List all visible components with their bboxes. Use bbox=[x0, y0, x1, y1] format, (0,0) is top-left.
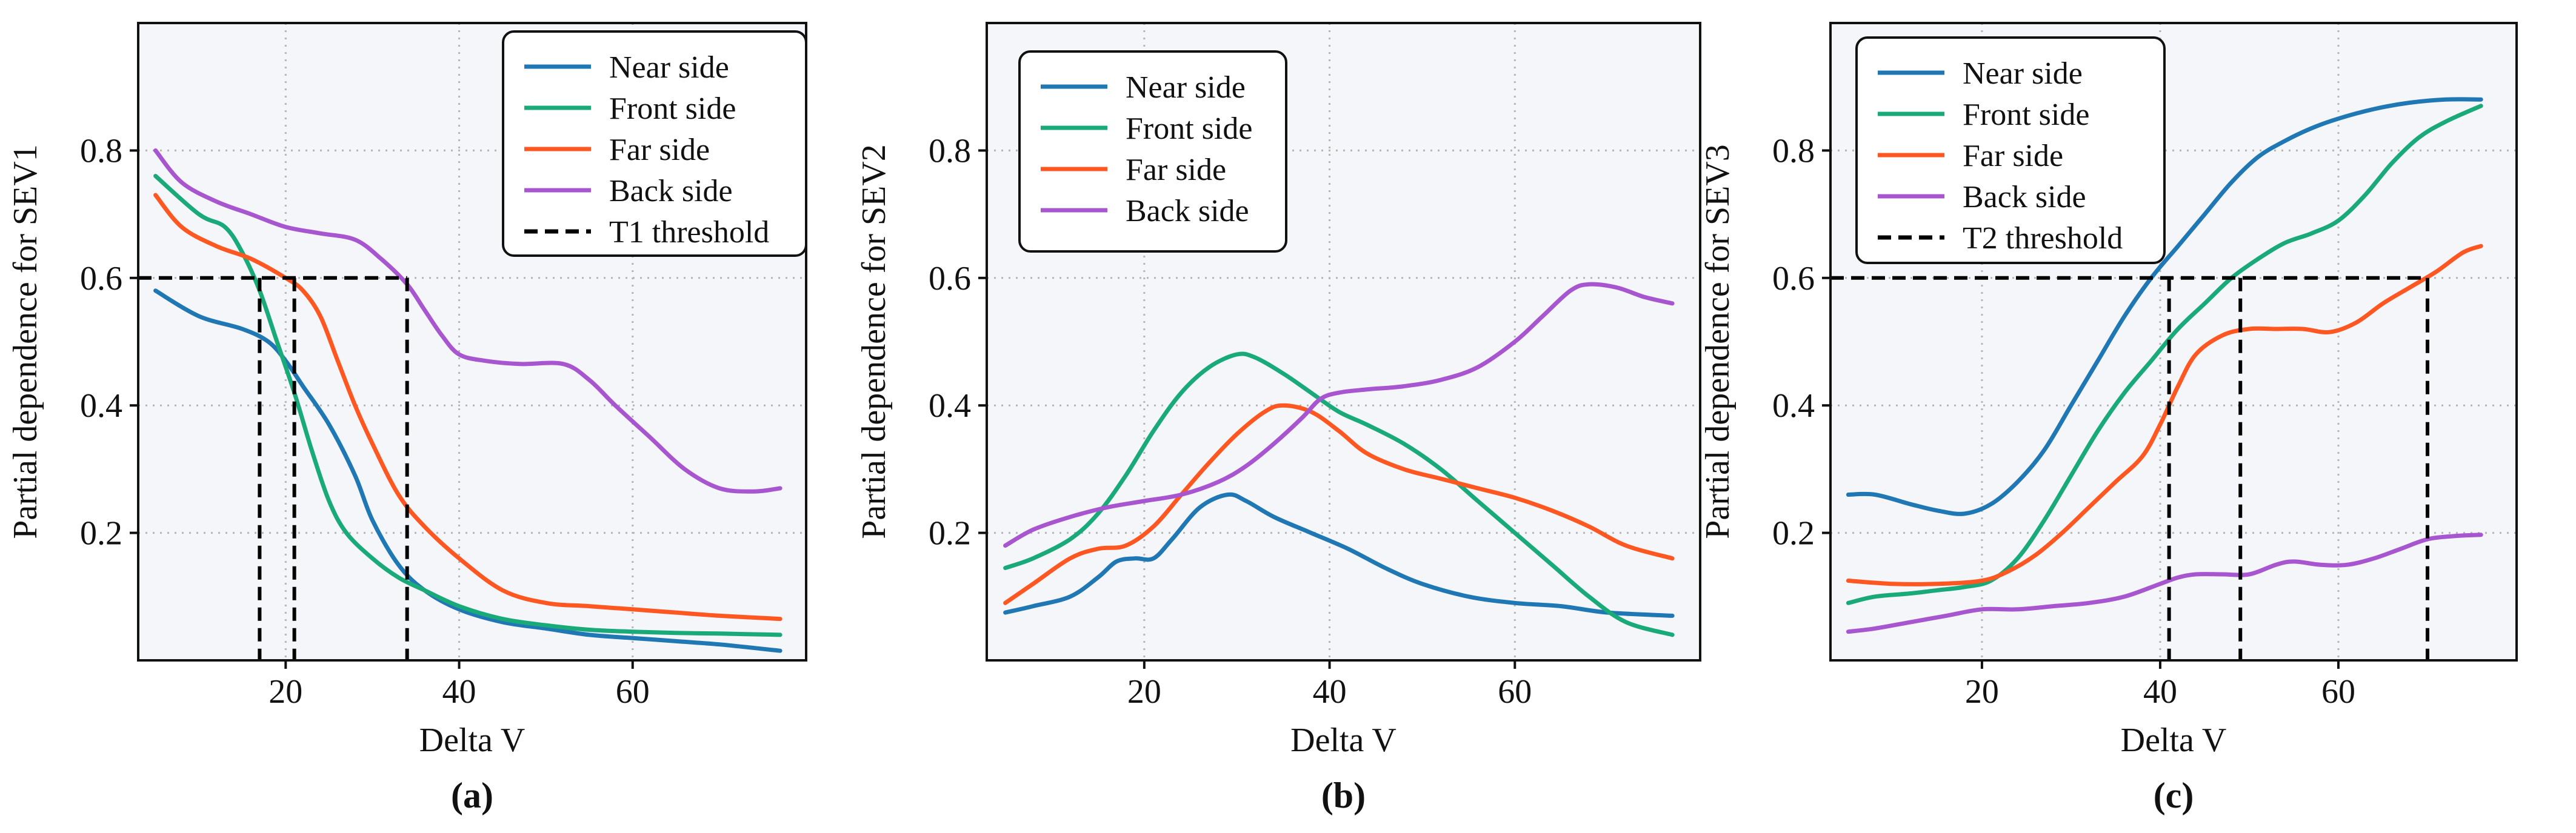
panel-label: (c) bbox=[2154, 775, 2194, 815]
legend-label: T2 threshold bbox=[1963, 221, 2123, 256]
series-line-front-side bbox=[1846, 104, 2483, 605]
axes-frame bbox=[1829, 22, 2518, 662]
series-line-front-side bbox=[1003, 351, 1675, 637]
panel-2: 20 40 60 0.2 0.4 0.6 0.8 Delta V Partial depende… bbox=[1699, 22, 2518, 815]
legend-label: T1 threshold bbox=[609, 215, 769, 250]
series-line-front-side bbox=[153, 174, 782, 637]
x-tick-label: 40 bbox=[1313, 673, 1347, 711]
panels: 20 40 60 0.2 0.4 0.6 0.8 Delta V Partial depende… bbox=[7, 22, 2518, 815]
series-line-far-side bbox=[153, 193, 782, 622]
x-axis-label: Delta V bbox=[419, 722, 526, 759]
panel-0: 20 40 60 0.2 0.4 0.6 0.8 Delta V Partial depende… bbox=[7, 22, 807, 815]
y-tick-label: 0.8 bbox=[929, 132, 971, 170]
x-tick-label: 40 bbox=[2143, 673, 2177, 711]
series-line-back-side bbox=[153, 148, 782, 494]
legend-label: Back side bbox=[1126, 194, 1249, 228]
y-tick-label: 0.6 bbox=[80, 260, 122, 297]
series-line-back-side bbox=[1846, 533, 2483, 634]
panel-label: (b) bbox=[1321, 775, 1366, 815]
y-tick-label: 0.6 bbox=[1772, 260, 1815, 297]
y-tick-label: 0.8 bbox=[1772, 132, 1815, 170]
legend-label: Far side bbox=[609, 133, 710, 167]
x-tick-label: 40 bbox=[442, 673, 476, 711]
y-tick-label: 0.4 bbox=[929, 387, 971, 425]
legend: Near side Front side Far side Back side T1 t… bbox=[502, 30, 807, 257]
y-tick-label: 0.2 bbox=[1772, 515, 1815, 553]
legend: Near side Front side Far side Back side bbox=[1018, 50, 1287, 253]
legend-label: Far side bbox=[1126, 153, 1226, 187]
y-tick-label: 0.2 bbox=[929, 515, 971, 553]
legend-box bbox=[1018, 50, 1287, 253]
legend-label: Near side bbox=[609, 50, 729, 85]
x-axis-label: Delta V bbox=[2121, 722, 2227, 759]
series-line-near-side bbox=[153, 288, 782, 653]
legend-box bbox=[502, 30, 807, 257]
axes-frame bbox=[137, 22, 807, 662]
panel-1: 20 40 60 0.2 0.4 0.6 0.8 Delta V Partial depende… bbox=[855, 22, 1701, 815]
legend-label: Front side bbox=[1126, 111, 1252, 146]
panel-label: (a) bbox=[451, 775, 493, 815]
x-axis-label: Delta V bbox=[1290, 722, 1396, 759]
x-tick-label: 60 bbox=[1498, 673, 1532, 711]
y-tick-label: 0.4 bbox=[80, 387, 122, 425]
legend-label: Near side bbox=[1963, 56, 2083, 91]
series-line-near-side bbox=[1846, 97, 2483, 516]
legend-label: Front side bbox=[609, 91, 736, 126]
x-tick-label: 60 bbox=[2321, 673, 2355, 711]
x-tick-label: 20 bbox=[1127, 673, 1161, 711]
y-tick-label: 0.6 bbox=[929, 260, 971, 297]
legend-label: Back side bbox=[609, 174, 733, 208]
series-line-far-side bbox=[1003, 403, 1675, 605]
legend-label: Far side bbox=[1963, 139, 2063, 173]
y-tick-label: 0.4 bbox=[1772, 387, 1815, 425]
series-line-back-side bbox=[1003, 282, 1675, 548]
legend-label: Front side bbox=[1963, 98, 2089, 132]
legend: Near side Front side Far side Back side T2 t… bbox=[1855, 36, 2166, 264]
x-tick-label: 20 bbox=[1965, 673, 1999, 711]
series-line-near-side bbox=[1003, 492, 1675, 618]
y-axis-label: Partial dependence for SEV3 bbox=[1699, 144, 1737, 539]
y-axis-label: Partial dependence for SEV2 bbox=[855, 144, 893, 539]
axes-frame bbox=[986, 22, 1701, 662]
x-tick-label: 20 bbox=[269, 673, 302, 711]
y-axis-label: Partial dependence for SEV1 bbox=[7, 144, 44, 539]
y-tick-label: 0.2 bbox=[80, 515, 122, 553]
y-tick-label: 0.8 bbox=[80, 132, 122, 170]
legend-label: Back side bbox=[1963, 180, 2086, 214]
legend-label: Near side bbox=[1126, 70, 1246, 105]
x-tick-label: 60 bbox=[616, 673, 650, 711]
series-line-far-side bbox=[1846, 244, 2483, 586]
legend-box bbox=[1855, 36, 2166, 264]
